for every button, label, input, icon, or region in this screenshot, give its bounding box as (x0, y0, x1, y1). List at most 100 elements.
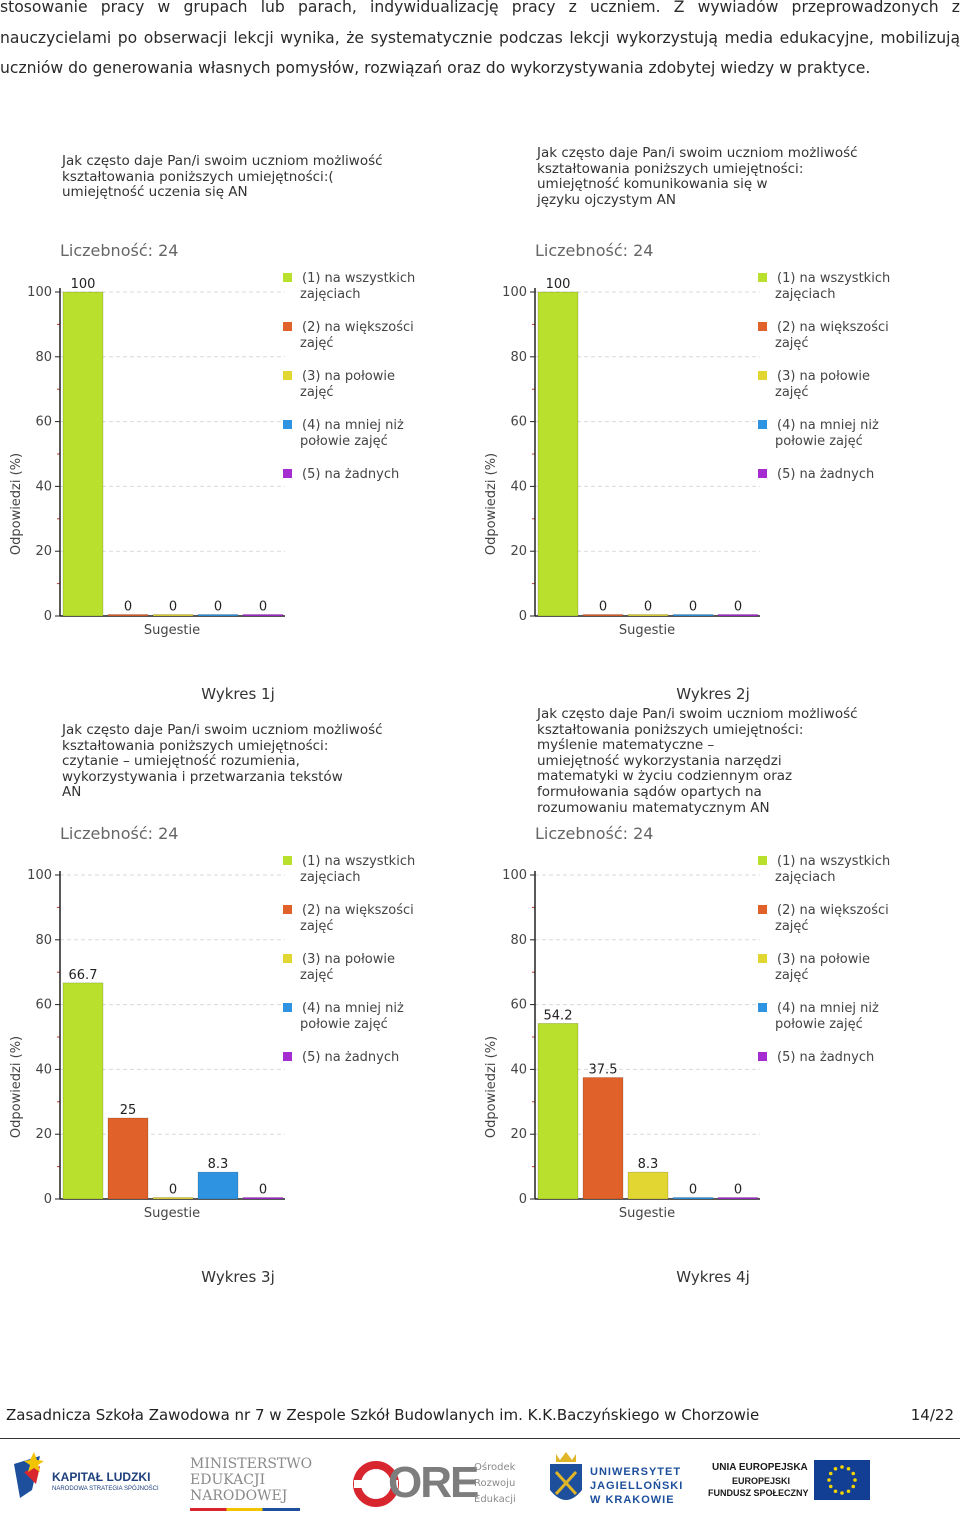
bar-value-label: 0 (689, 600, 697, 615)
y-tick-label: 40 (510, 1062, 527, 1077)
y-tick-label: 20 (35, 544, 52, 559)
bar-4 (197, 1171, 239, 1200)
chart-2-title: Jak często daje Pan/i swoim uczniom możl… (537, 145, 858, 208)
bar-value-label: 54.2 (544, 1008, 573, 1023)
chart-3-title: Jak często daje Pan/i swoim uczniom możl… (62, 722, 383, 801)
eu-logo: UNIA EUROPEJSKA EUROPEJSKI FUNDUSZ SPOŁE… (708, 1450, 878, 1516)
chart-2: Jak często daje Pan/i swoim uczniom możl… (475, 140, 945, 660)
bar-value-label: 0 (599, 600, 607, 615)
y-axis-label: Odpowiedzi (%) (9, 453, 24, 555)
y-tick-label: 80 (510, 350, 527, 365)
y-tick-label: 100 (502, 285, 527, 300)
legend-label: (4) na mniej niż połowie zajęć (300, 418, 404, 449)
y-tick-label: 0 (519, 1192, 527, 1207)
legend-swatch (283, 371, 292, 380)
legend-label: (4) na mniej niż połowie zajęć (300, 1001, 404, 1032)
y-tick-label: 60 (510, 415, 527, 430)
bar-3 (152, 1197, 194, 1200)
chart-1-plot: Liczebność: 24 0 20 40 60 80 100 Odpowiedzi (%)… (9, 241, 415, 638)
y-tick-label: 60 (35, 998, 52, 1013)
bar-1 (62, 291, 104, 617)
y-tick-label: 40 (510, 479, 527, 494)
y-axis-label: Odpowiedzi (%) (484, 1036, 499, 1138)
x-axis-label: Sugestie (619, 623, 675, 638)
eu-star (828, 1471, 833, 1476)
eu-star (851, 1484, 856, 1489)
legend-swatch (283, 905, 292, 914)
eu-flag-icon (814, 1460, 870, 1500)
uj-line-2: JAGIELLOŃSKI (590, 1480, 684, 1492)
eu-star (840, 1491, 844, 1495)
bar-1 (537, 291, 579, 617)
legend-label: (1) na wszystkich zajęciach (775, 854, 890, 885)
kapital-ludzki-logo: KAPITAŁ LUDZKI NARODOWA STRATEGIA SPÓJNO… (10, 1450, 170, 1516)
kapital-ludzki-subtitle: NARODOWA STRATEGIA SPÓJNOŚCI (52, 1486, 159, 1492)
y-tick-label: 0 (44, 1192, 52, 1207)
ore-wordmark: ORE (388, 1458, 479, 1507)
ore-line-1: Ośrodek (474, 1462, 516, 1473)
count-label: Liczebność: 24 (535, 241, 653, 260)
bar-2 (582, 1077, 624, 1200)
legend-label: (3) na połowie zajęć (300, 952, 395, 983)
legend-label: (2) na większości zajęć (300, 903, 414, 934)
bar-4 (672, 1197, 714, 1200)
legend-swatch (283, 469, 292, 478)
eu-star (840, 1465, 844, 1469)
bar-value-label: 37.5 (589, 1063, 618, 1078)
bar-value-label: 25 (120, 1103, 137, 1118)
bar-1 (62, 982, 104, 1200)
bar-value-label: 100 (71, 277, 96, 292)
eu-star (833, 1489, 838, 1494)
x-axis-label: Sugestie (619, 1206, 675, 1221)
chart-4-title: Jak często daje Pan/i swoim uczniom możl… (537, 706, 858, 816)
eu-star (827, 1478, 831, 1482)
legend-swatch (283, 1052, 292, 1061)
legend-label: (1) na wszystkich zajęciach (775, 271, 890, 302)
legend-label: (5) na żadnych (777, 1050, 874, 1065)
bar-3 (627, 1171, 669, 1200)
ore-line-2: Rozwoju (474, 1478, 516, 1489)
y-tick-label: 100 (502, 868, 527, 883)
bar-5 (717, 1197, 759, 1200)
bar-value-label: 0 (259, 600, 267, 615)
chart-1-caption: Wykres 1j (201, 685, 275, 703)
legend-swatch (758, 469, 767, 478)
eu-star (833, 1466, 838, 1471)
legend-label: (3) na połowie zajęć (775, 952, 870, 983)
chart-3-caption: Wykres 3j (201, 1268, 275, 1286)
count-label: Liczebność: 24 (60, 241, 178, 260)
bar-5 (242, 1197, 284, 1200)
bar-value-label: 0 (124, 600, 132, 615)
men-logo: MINISTERSTWO EDUKACJI NARODOWEJ (190, 1450, 320, 1516)
legend-swatch (283, 954, 292, 963)
legend-label: (2) na większości zajęć (775, 320, 889, 351)
bar-value-label: 0 (689, 1183, 697, 1198)
kapital-ludzki-title: KAPITAŁ LUDZKI (52, 1470, 151, 1484)
bar-value-label: 0 (259, 1183, 267, 1198)
footer-page-number: 14/22 (910, 1406, 954, 1424)
chart-4: Jak często daje Pan/i swoim uczniom możl… (475, 706, 945, 1243)
chart-1: Jak często daje Pan/i swoim uczniom możl… (0, 140, 470, 660)
y-tick-label: 20 (510, 1127, 527, 1142)
eu-star (851, 1471, 856, 1476)
intro-paragraph: stosowanie pracy w grupach lub parach, i… (0, 0, 960, 77)
men-line-2: EDUKACJI (190, 1472, 266, 1488)
legend-label: (2) na większości zajęć (300, 320, 414, 351)
legend-swatch (758, 1003, 767, 1012)
bar-value-label: 8.3 (208, 1157, 229, 1172)
legend-swatch (758, 273, 767, 282)
eu-star (846, 1466, 851, 1471)
legend-label: (3) na połowie zajęć (775, 369, 870, 400)
chart-2-plot: Liczebność: 24 0 20 40 60 80 100 Odpowiedzi (%)… (484, 241, 890, 638)
bar-value-label: 0 (169, 600, 177, 615)
y-tick-label: 0 (519, 609, 527, 624)
legend-label: (1) na wszystkich zajęciach (300, 271, 415, 302)
legend-label: (5) na żadnych (777, 467, 874, 482)
legend-swatch (758, 420, 767, 429)
bar-value-label: 0 (644, 600, 652, 615)
x-axis-label: Sugestie (144, 1206, 200, 1221)
men-line-3: NARODOWEJ (190, 1488, 288, 1504)
bar-4 (672, 614, 714, 617)
legend-label: (4) na mniej niż połowie zajęć (775, 1001, 879, 1032)
legend-swatch (758, 856, 767, 865)
